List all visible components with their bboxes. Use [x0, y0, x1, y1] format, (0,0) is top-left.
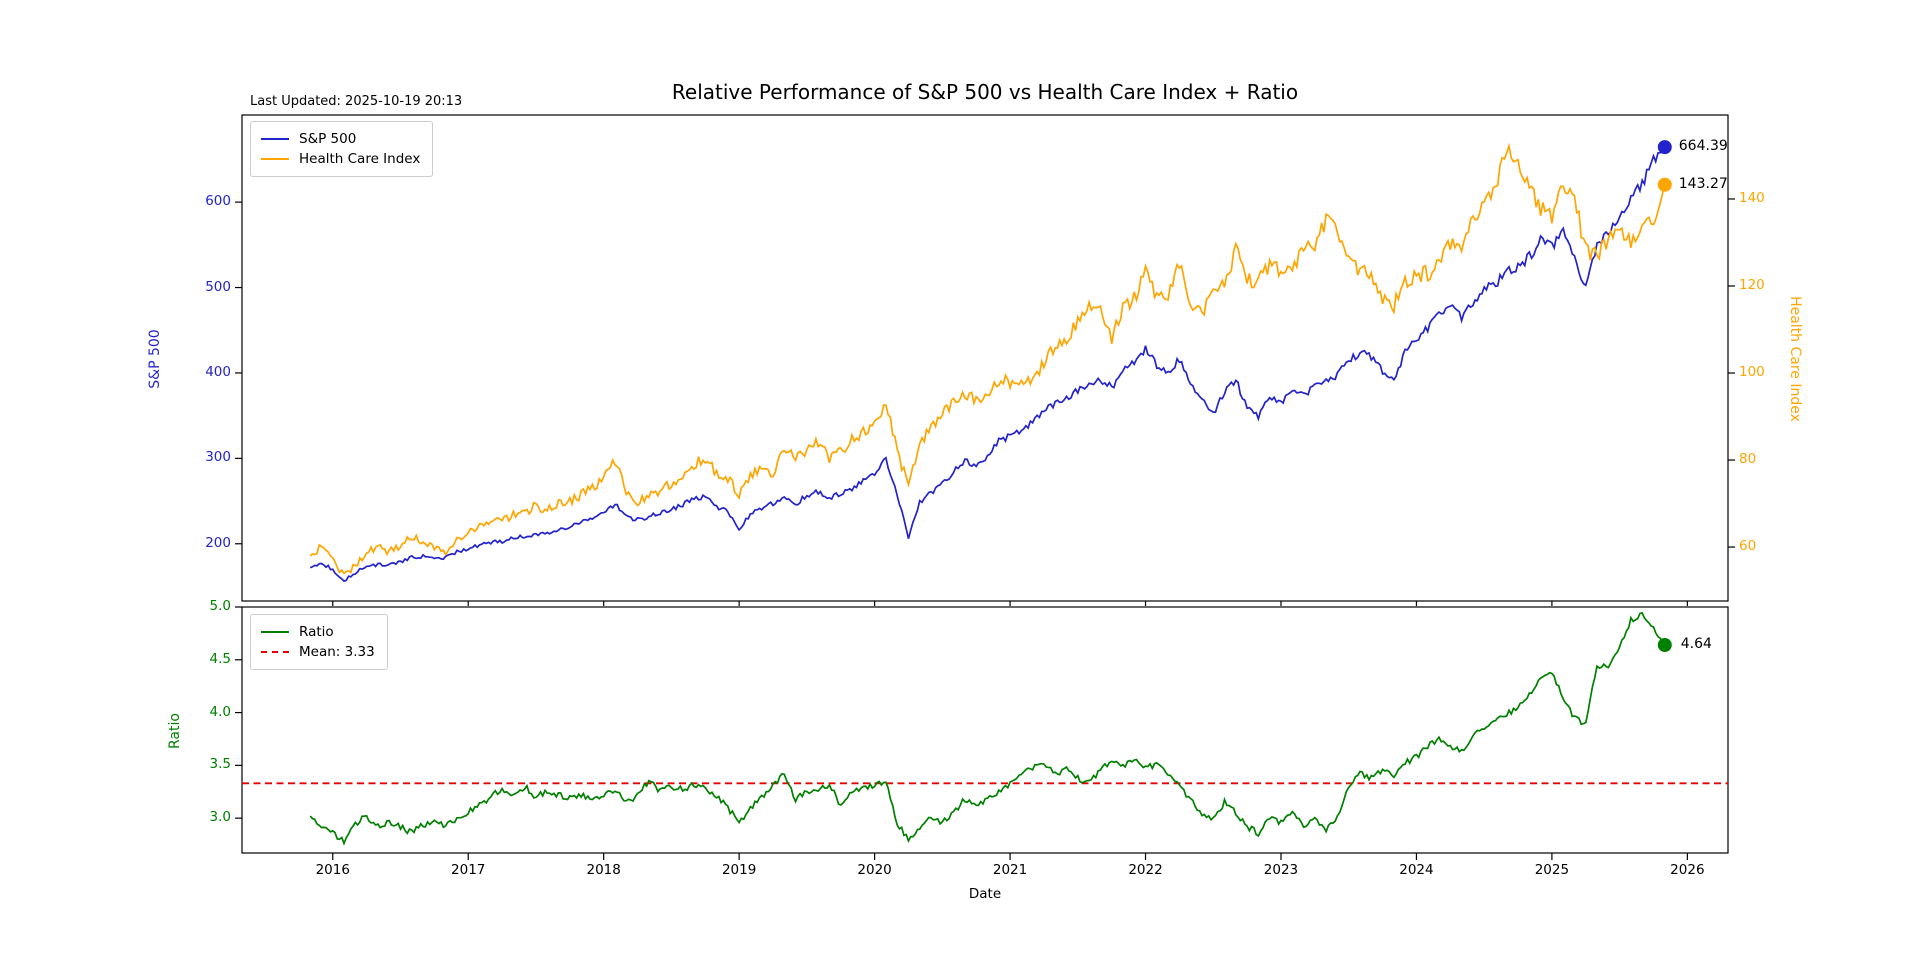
ratio-line-swatch-icon	[261, 631, 289, 633]
x-tick-label: 2020	[857, 862, 892, 878]
legend-label-sp500: S&P 500	[299, 131, 357, 147]
health-care-line-swatch-icon	[261, 158, 289, 160]
x-tick-label: 2018	[586, 862, 621, 878]
x-axis-label-date: Date	[968, 886, 1002, 902]
y-tick-label: 500	[205, 278, 231, 295]
legend-top: S&P 500 Health Care Index	[250, 121, 434, 177]
y-tick-label: 3.0	[209, 809, 231, 826]
legend-item-health-care: Health Care Index	[261, 149, 420, 169]
health-care-index-line	[309, 142, 1666, 575]
x-tick-label: 2022	[1128, 862, 1163, 878]
left-axis-label-sp500: S&P 500	[147, 329, 163, 389]
x-tick-label: 2024	[1399, 862, 1434, 878]
y-tick-label: 300	[205, 449, 231, 466]
y-tick-label: 3.5	[209, 756, 231, 773]
x-tick-label: 2025	[1534, 862, 1570, 878]
legend-bottom: Ratio Mean: 3.33	[250, 614, 388, 670]
x-tick-label: 2021	[992, 862, 1028, 878]
x-tick-label: 2016	[315, 862, 350, 878]
x-tick-label: 2026	[1670, 862, 1705, 878]
y-tick-label: 4.5	[209, 650, 231, 667]
x-tick-label: 2019	[721, 862, 757, 878]
s-p-500-end-dot	[1657, 140, 1672, 155]
health-care-end-value-label: 143.27	[1678, 175, 1728, 192]
sp500-line-swatch-icon	[261, 138, 289, 140]
y-tick-label: 60	[1739, 538, 1757, 555]
sp500-end-value-label: 664.39	[1678, 138, 1728, 155]
chart-title: Relative Performance of S&P 500 vs Healt…	[671, 80, 1299, 104]
y-tick-label: 5.0	[209, 598, 231, 614]
y-tick-label: 120	[1739, 276, 1765, 293]
x-tick-label: 2017	[451, 862, 486, 878]
y-tick-label: 100	[1739, 364, 1765, 380]
x-tick-label: 2023	[1263, 862, 1299, 878]
legend-item-sp500: S&P 500	[261, 129, 420, 149]
health-care-index-end-dot	[1657, 177, 1672, 192]
y-tick-label: 140	[1739, 189, 1765, 206]
ratio-end-value-label: 4.64	[1680, 636, 1712, 652]
legend-item-ratio: Ratio	[261, 622, 375, 642]
panel-frame	[241, 606, 1729, 854]
y-tick-label: 200	[205, 534, 231, 551]
legend-label-mean: Mean: 3.33	[299, 644, 375, 660]
y-tick-label: 400	[205, 363, 231, 380]
ratio-line	[309, 611, 1666, 846]
ratio-end-dot	[1657, 638, 1672, 653]
panel-frame	[241, 114, 1729, 602]
last-updated-text: Last Updated: 2025-10-19 20:13	[250, 94, 463, 109]
legend-item-mean: Mean: 3.33	[261, 642, 375, 662]
y-tick-label: 4.0	[209, 703, 231, 720]
right-axis-label-health-care: Health Care Index	[1787, 296, 1803, 422]
y-tick-label: 600	[205, 193, 231, 210]
legend-label-health-care: Health Care Index	[299, 151, 421, 167]
legend-label-ratio: Ratio	[299, 624, 334, 640]
y-tick-label: 80	[1739, 451, 1757, 468]
mean-line-swatch-icon	[261, 651, 289, 653]
s-p-500-line	[309, 146, 1666, 583]
